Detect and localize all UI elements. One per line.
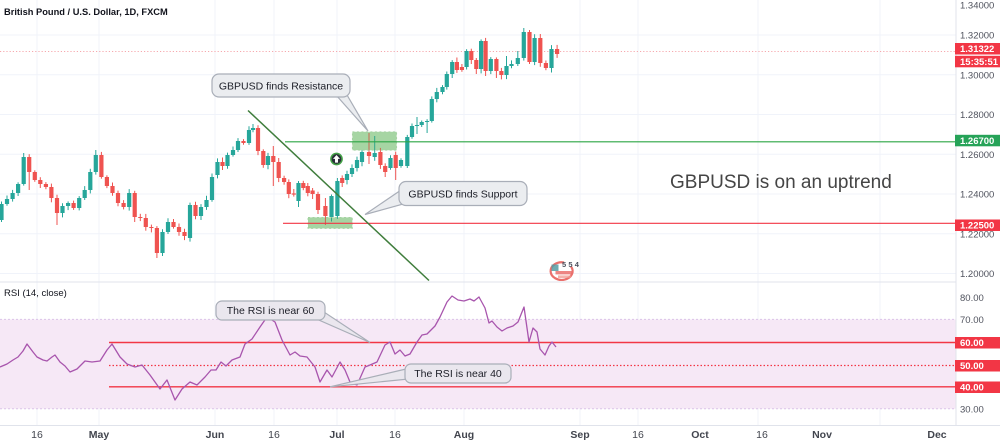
svg-text:40.00: 40.00 <box>960 383 984 394</box>
svg-text:RSI (14, close): RSI (14, close) <box>4 288 67 299</box>
svg-text:1.26000: 1.26000 <box>960 150 994 161</box>
svg-text:May: May <box>89 429 110 441</box>
svg-text:The RSI is near 60: The RSI is near 60 <box>227 305 315 317</box>
svg-text:Dec: Dec <box>927 429 946 441</box>
svg-text:30.00: 30.00 <box>960 404 984 415</box>
svg-text:Oct: Oct <box>691 429 709 441</box>
svg-text:16: 16 <box>31 429 43 441</box>
svg-text:554: 554 <box>562 260 581 269</box>
svg-text:1.26700: 1.26700 <box>960 136 994 147</box>
svg-text:60.00: 60.00 <box>960 338 984 349</box>
svg-text:GBPUSD finds Resistance: GBPUSD finds Resistance <box>219 81 343 93</box>
svg-text:Aug: Aug <box>454 429 474 441</box>
svg-text:1.34000: 1.34000 <box>960 1 994 12</box>
svg-text:1.28000: 1.28000 <box>960 110 994 121</box>
svg-text:16: 16 <box>268 429 280 441</box>
svg-text:15:35:51: 15:35:51 <box>960 57 999 68</box>
svg-text:Sep: Sep <box>570 429 589 441</box>
svg-text:Nov: Nov <box>812 429 832 441</box>
svg-text:1.22000: 1.22000 <box>960 229 994 240</box>
svg-text:GBPUSD finds Support: GBPUSD finds Support <box>408 189 517 201</box>
svg-text:70.00: 70.00 <box>960 315 984 326</box>
svg-text:Jul: Jul <box>329 429 344 441</box>
svg-text:Jun: Jun <box>206 429 225 441</box>
svg-text:50.00: 50.00 <box>960 361 984 372</box>
svg-text:16: 16 <box>389 429 401 441</box>
svg-text:1.24000: 1.24000 <box>960 190 994 201</box>
svg-text:16: 16 <box>632 429 644 441</box>
svg-text:1.31322: 1.31322 <box>960 44 994 55</box>
svg-text:1.22500: 1.22500 <box>960 221 994 232</box>
svg-text:1.32000: 1.32000 <box>960 31 994 42</box>
svg-text:16: 16 <box>756 429 768 441</box>
svg-text:1.20000: 1.20000 <box>960 269 994 280</box>
svg-text:1.30000: 1.30000 <box>960 70 994 81</box>
svg-text:The RSI is near 40: The RSI is near 40 <box>414 368 502 380</box>
svg-text:British Pound / U.S. Dollar, 1: British Pound / U.S. Dollar, 1D, FXCM <box>4 7 168 17</box>
svg-text:80.00: 80.00 <box>960 293 984 304</box>
svg-text:GBPUSD is on an uptrend: GBPUSD is on an uptrend <box>670 172 892 193</box>
